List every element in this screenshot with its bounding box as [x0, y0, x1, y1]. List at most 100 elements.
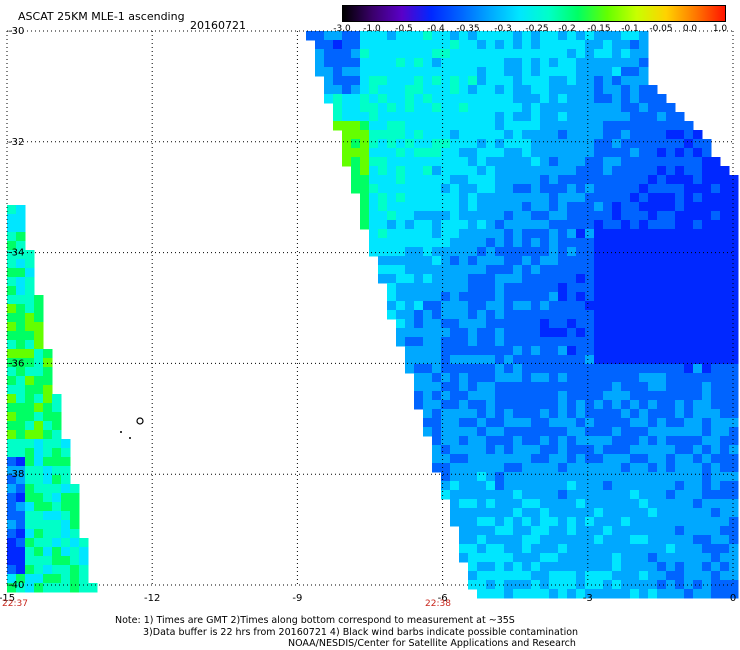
swath-cell: [558, 319, 568, 329]
swath-cell: [666, 256, 676, 266]
swath-cell: [495, 148, 505, 158]
swath-cell: [378, 220, 388, 230]
swath-cell: [621, 94, 631, 104]
swath-cell: [459, 364, 469, 374]
swath-cell: [477, 76, 487, 86]
swath-cell: [576, 103, 586, 113]
swath-cell: [450, 391, 460, 401]
swath-cell: [675, 202, 685, 212]
swath-cell: [639, 535, 649, 545]
swath-cell: [567, 112, 577, 122]
swath-cell: [612, 157, 622, 167]
swath-cell: [441, 247, 451, 257]
swath-cell: [531, 373, 541, 383]
swath-cell: [621, 256, 631, 266]
swath-cell: [396, 94, 406, 104]
swath-cell: [405, 130, 415, 140]
swath-cell: [531, 121, 541, 131]
swath-cell: [612, 391, 622, 401]
swath-cell: [621, 130, 631, 140]
swath-cell: [34, 538, 44, 548]
swath-cell: [576, 535, 586, 545]
swath-cell: [711, 535, 721, 545]
swath-cell: [720, 391, 730, 401]
swath-cell: [34, 466, 44, 476]
swath-cell: [441, 418, 451, 428]
swath-cell: [558, 571, 568, 581]
swath-cell: [576, 481, 586, 491]
swath-cell: [621, 310, 631, 320]
swath-cell: [639, 76, 649, 86]
swath-cell: [720, 454, 730, 464]
swath-cell: [630, 40, 640, 50]
swath-cell: [621, 31, 631, 41]
swath-cell: [441, 121, 451, 131]
swath-cell: [495, 544, 505, 554]
swath-cell: [16, 277, 26, 287]
swath-cell: [585, 49, 595, 59]
swath-cell: [25, 403, 35, 413]
swath-cell: [693, 139, 703, 149]
swath-cell: [729, 382, 739, 392]
swath-cell: [594, 400, 604, 410]
swath-cell: [639, 481, 649, 491]
swath-cell: [576, 67, 586, 77]
swath-cell: [585, 526, 595, 536]
swath-cell: [684, 535, 694, 545]
swath-cell: [720, 589, 730, 599]
swath-cell: [351, 112, 361, 122]
swath-cell: [360, 85, 370, 95]
swath-cell: [522, 553, 532, 563]
swath-cell: [702, 517, 712, 527]
swath-cell: [423, 346, 433, 356]
swath-cell: [25, 412, 35, 422]
swath-cell: [711, 175, 721, 185]
swath-cell: [441, 211, 451, 221]
swath-cell: [549, 121, 559, 131]
swath-cell: [504, 571, 514, 581]
swath-cell: [711, 184, 721, 194]
swath-cell: [594, 499, 604, 509]
swath-cell: [504, 292, 514, 302]
swath-cell: [504, 382, 514, 392]
swath-cell: [549, 301, 559, 311]
swath-cell: [477, 463, 487, 473]
swath-cell: [666, 265, 676, 275]
swath-cell: [360, 67, 370, 77]
swath-cell: [468, 220, 478, 230]
swath-cell: [612, 193, 622, 203]
swath-cell: [639, 418, 649, 428]
swath-cell: [495, 445, 505, 455]
swath-cell: [720, 373, 730, 383]
swath-cell: [675, 526, 685, 536]
swath-cell: [450, 67, 460, 77]
swath-cell: [594, 355, 604, 365]
swath-cell: [450, 310, 460, 320]
swath-cell: [729, 463, 739, 473]
swath-cell: [612, 427, 622, 437]
swath-cell: [477, 427, 487, 437]
swath-cell: [16, 511, 26, 521]
swath-cell: [594, 40, 604, 50]
swath-cell: [405, 193, 415, 203]
swath-cell: [549, 436, 559, 446]
swath-cell: [621, 58, 631, 68]
swath-cell: [567, 391, 577, 401]
island-marker: [129, 437, 131, 439]
swath-cell: [621, 238, 631, 248]
swath-cell: [52, 421, 62, 431]
swath-cell: [666, 463, 676, 473]
swath-cell: [630, 499, 640, 509]
swath-cell: [423, 400, 433, 410]
swath-cell: [567, 364, 577, 374]
swath-cell: [468, 301, 478, 311]
swath-cell: [585, 211, 595, 221]
swath-cell: [477, 301, 487, 311]
swath-cell: [405, 166, 415, 176]
swath-cell: [378, 121, 388, 131]
swath-cell: [25, 340, 35, 350]
swath-cell: [513, 472, 523, 482]
swath-cell: [486, 247, 496, 257]
swath-cell: [639, 562, 649, 572]
swath-cell: [504, 130, 514, 140]
